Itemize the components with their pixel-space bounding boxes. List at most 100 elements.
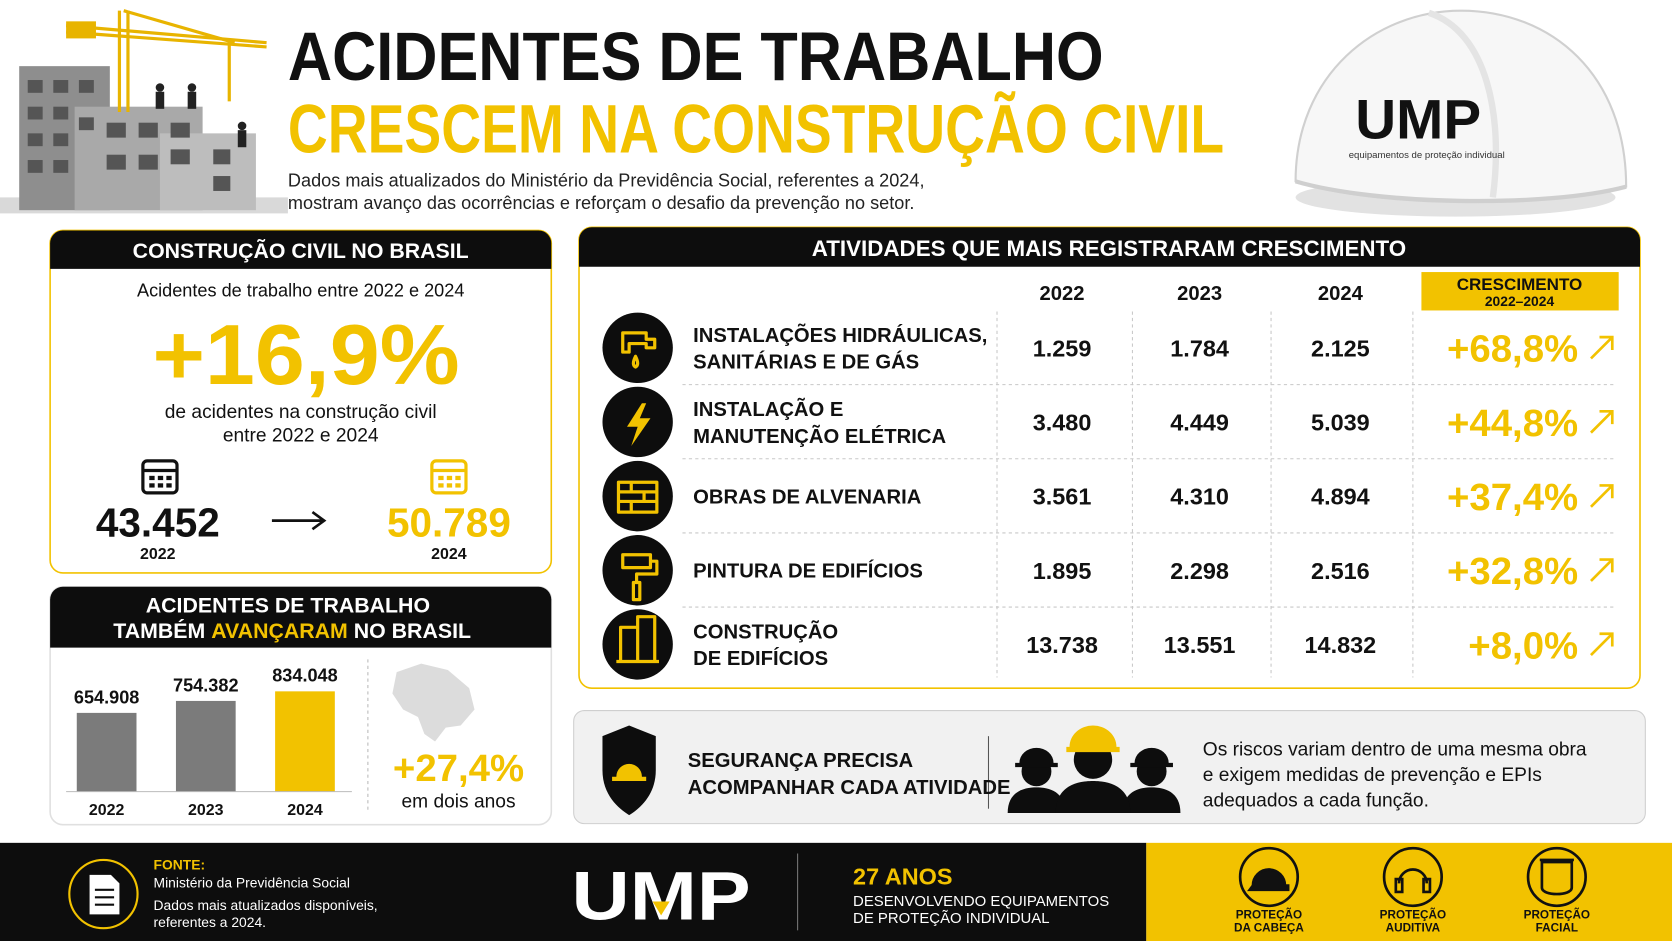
row-icon	[616, 615, 659, 664]
from-value: 43.452	[96, 500, 220, 546]
building-illustration	[155, 83, 165, 92]
banner-text: adequados a cada função.	[1203, 791, 1429, 812]
from-year: 2022	[140, 546, 176, 563]
table-value: 4.310	[1170, 484, 1229, 510]
column-header: 2024	[1318, 283, 1364, 305]
row-icon	[602, 535, 673, 606]
panel-frames	[1007, 787, 1066, 813]
to-year: 2024	[431, 546, 467, 563]
calendar-icon	[430, 459, 468, 495]
row-icon	[602, 460, 673, 532]
bar-label: 754.382	[173, 675, 239, 695]
bar-label: 834.048	[272, 666, 338, 686]
row-label: PINTURA DE EDIFÍCIOS	[693, 560, 923, 583]
helmet-logo: UMP	[1355, 89, 1481, 151]
calendar-icon	[157, 483, 164, 488]
table-value: 2.516	[1311, 558, 1370, 584]
row-icon	[621, 553, 659, 602]
calendar-icon	[166, 475, 172, 481]
building-illustration	[123, 9, 236, 45]
building-illustration	[65, 24, 267, 45]
panel-frames	[612, 763, 647, 781]
protection-label: PROTEÇÃO	[1524, 909, 1590, 922]
banner-title: ACOMPANHAR CADA ATIVIDADE	[688, 777, 1011, 799]
building-illustration	[237, 130, 247, 148]
column-header: CRESCIMENTO	[1457, 275, 1583, 294]
protection-label: PROTEÇÃO	[1236, 909, 1302, 922]
table-value: 1.784	[1170, 335, 1229, 361]
growth-value: +37,4%	[1447, 476, 1578, 519]
footer-bands	[89, 874, 120, 915]
column-header: 2022	[1040, 283, 1085, 305]
building-illustration	[27, 80, 231, 191]
growth-arrow	[1590, 632, 1614, 657]
table-value: 14.832	[1305, 632, 1377, 658]
protection-label: DA CABEÇA	[1234, 921, 1304, 934]
panel-frames	[1015, 747, 1058, 768]
growth-value: +32,8%	[1447, 550, 1578, 593]
growth-arrow	[1590, 335, 1614, 360]
calendar-icon	[149, 483, 155, 488]
bar-category: 2024	[287, 802, 323, 819]
calendar-icon	[438, 483, 444, 488]
row-label: CONSTRUÇÃO	[693, 621, 838, 644]
building-illustration	[106, 154, 126, 170]
row-label: MANUTENÇÃO ELÉTRICA	[693, 425, 946, 448]
table-value: 3.561	[1033, 484, 1092, 510]
row-icon	[627, 403, 651, 446]
building-illustration	[155, 91, 165, 109]
panel-frames	[579, 227, 1641, 267]
building-illustration	[213, 176, 231, 191]
title: CRESCEM NA CONSTRUÇÃO CIVIL	[288, 92, 1224, 168]
protection-icon	[1382, 846, 1444, 908]
footer-bands	[0, 842, 1672, 941]
table-value: 13.738	[1026, 632, 1098, 658]
growth-value: +44,8%	[1447, 402, 1578, 445]
panel-frames	[1007, 740, 1181, 813]
calendar-icon	[141, 459, 179, 495]
bar-category: 2022	[89, 802, 125, 819]
calendar-icon	[446, 483, 453, 488]
panel-frames	[1421, 272, 1619, 311]
row-label: DE EDIFÍCIOS	[693, 647, 828, 670]
banner-title: SEGURANÇA PRECISA	[688, 750, 914, 772]
protection-label: AUDITIVA	[1386, 921, 1441, 934]
building-illustration	[138, 154, 158, 170]
panel-title-part: NO BRASIL	[348, 619, 471, 643]
row-label: SANITÁRIAS E DE GÁS	[693, 351, 919, 374]
source-label: FONTE:	[154, 857, 206, 873]
panel-title: ATIVIDADES QUE MAIS REGISTRARAM CRESCIME…	[812, 236, 1406, 261]
table-value: 13.551	[1164, 632, 1236, 658]
caption: em dois anos	[401, 792, 515, 813]
row-icon	[602, 312, 673, 384]
panel-frames	[1130, 747, 1173, 768]
growth-arrow	[1590, 484, 1614, 508]
building-illustration	[213, 149, 231, 165]
row-label: INSTALAÇÕES HIDRÁULICAS,	[693, 323, 987, 347]
panel-frames	[1055, 780, 1131, 813]
table-value: 4.894	[1311, 484, 1370, 510]
banner-text: e exigem medidas de prevenção e EPIs	[1203, 765, 1542, 786]
title: ACIDENTES DE TRABALHO	[288, 19, 1104, 95]
footer-logo: UMP	[572, 859, 751, 935]
growth-value: +8,0%	[1468, 624, 1578, 667]
building-illustration	[78, 117, 94, 131]
table-value: 1.259	[1033, 335, 1092, 361]
building-illustration	[106, 122, 126, 138]
caption: de acidentes na construção civil	[165, 402, 437, 423]
intro: Acidentes de trabalho entre 2022 e 2024	[137, 281, 464, 301]
calendar-icon	[157, 475, 164, 481]
logo-accent	[652, 901, 670, 916]
building-illustration	[187, 83, 197, 92]
row-label: OBRAS DE ALVENARIA	[693, 487, 922, 509]
row-icon	[616, 480, 659, 514]
panel-title-part: AVANÇARAM	[211, 619, 348, 643]
building-illustration	[78, 80, 94, 93]
table-value: 1.895	[1033, 558, 1092, 584]
table-value: 4.449	[1170, 409, 1229, 435]
building-illustration	[53, 80, 69, 93]
growth-figure: +16,9%	[152, 308, 459, 403]
protection-icon	[1238, 846, 1300, 908]
tagline: DESENVOLVENDO EQUIPAMENTOS	[853, 893, 1109, 910]
protection-icon	[1394, 868, 1432, 894]
